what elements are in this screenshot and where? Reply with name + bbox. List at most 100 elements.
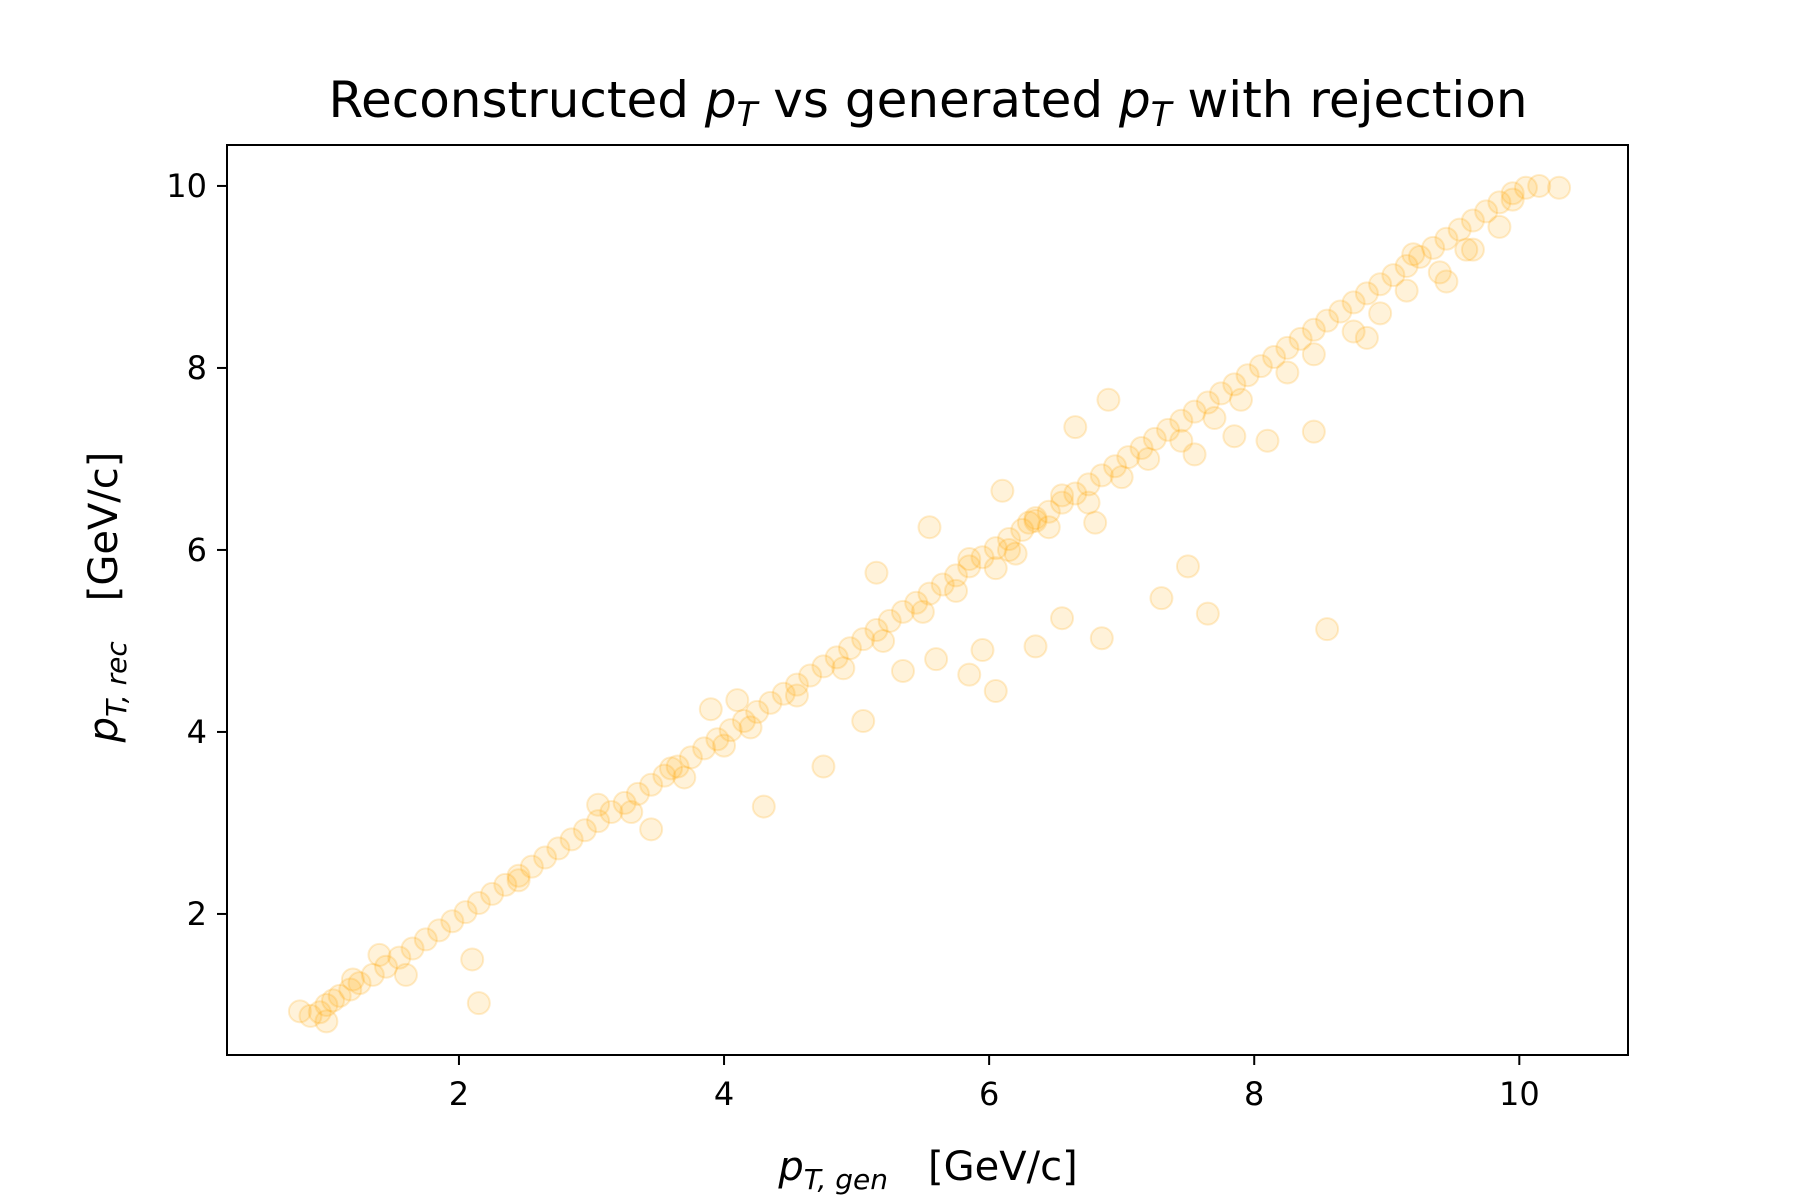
scatter-point [1083, 510, 1108, 535]
scatter-point [533, 845, 558, 870]
scatter-point [678, 745, 703, 770]
scatter-point [1248, 354, 1273, 379]
scatter-point [1096, 387, 1121, 412]
scatter-point [639, 772, 664, 797]
scatter-point [1089, 626, 1114, 651]
scatter-point [1175, 554, 1200, 579]
y-tick-label: 10 [166, 167, 207, 205]
scatter-point [692, 736, 717, 761]
scatter-point [1089, 463, 1114, 488]
scatter-point [298, 1003, 323, 1028]
y-tick-label: 6 [187, 531, 207, 569]
y-tick-label: 4 [187, 713, 207, 751]
scatter-point [851, 627, 876, 652]
scatter-point [1169, 408, 1194, 433]
scatter-point [1109, 465, 1134, 490]
scatter-point [374, 954, 399, 979]
scatter-point [864, 560, 889, 585]
axes-frame [226, 144, 1629, 1056]
scatter-point [877, 608, 902, 633]
scatter-point [1262, 345, 1287, 370]
scatter-point [1023, 634, 1048, 659]
scatter-point [327, 983, 352, 1008]
scatter-point [367, 942, 392, 967]
y-tick-label: 8 [187, 349, 207, 387]
scatter-point [1427, 260, 1452, 285]
scatter-point [731, 709, 756, 734]
scatter-point [460, 947, 485, 972]
scatter-point [1487, 214, 1512, 239]
scatter-point [1129, 436, 1154, 461]
scatter-point [831, 656, 856, 681]
scatter-point [1487, 190, 1512, 215]
scatter-point [1202, 406, 1227, 430]
scatter-point [917, 515, 942, 540]
scatter-point [1182, 442, 1207, 467]
scatter-point [665, 754, 690, 779]
scatter-point [1315, 308, 1340, 333]
y-tick-label: 2 [187, 895, 207, 933]
scatter-point [1341, 290, 1366, 315]
x-tick-label: 2 [449, 1075, 469, 1113]
scatter-point [1315, 617, 1340, 642]
scatter-point [864, 618, 889, 643]
scatter-point [652, 763, 677, 788]
scatter-point [970, 545, 995, 570]
scatter-point [1547, 175, 1572, 200]
scatter-point [784, 683, 809, 708]
scatter-point [586, 792, 611, 817]
scatter-point [943, 563, 968, 588]
scatter-point [427, 918, 452, 943]
scatter-point [1401, 242, 1426, 267]
scatter-point [1016, 510, 1041, 535]
scatter-point [639, 817, 664, 842]
chart-title: Reconstructed pT vs generated pT with re… [328, 71, 1527, 135]
scatter-point [784, 672, 809, 697]
scatter-point [930, 572, 955, 597]
scatter-point [910, 599, 935, 624]
scatter-point [1368, 301, 1393, 326]
scatter-point [1328, 299, 1353, 324]
scatter-point [586, 809, 611, 834]
scatter-point [1341, 319, 1366, 344]
scatter-point [924, 647, 949, 672]
scatter-point [811, 654, 836, 679]
scatter-point [625, 781, 650, 806]
scatter-point [957, 662, 982, 687]
scatter-point [338, 977, 363, 1002]
scatter-point [837, 636, 862, 661]
scatter-point [1460, 237, 1485, 262]
scatter-point [612, 790, 637, 815]
scatter-point [871, 628, 896, 653]
scatter-points [287, 173, 1572, 1034]
scatter-point [1381, 263, 1406, 288]
scatter-point [997, 527, 1022, 552]
scatter-point [1235, 363, 1260, 388]
scatter-point [751, 794, 776, 819]
scatter-point [1050, 490, 1075, 515]
scatter-point [287, 999, 312, 1024]
scatter-point [1301, 317, 1326, 342]
scatter-point [745, 699, 770, 724]
scatter-point [738, 715, 763, 740]
scatter-point [1474, 199, 1499, 224]
scatter-point [493, 872, 518, 897]
scatter-point [1275, 360, 1300, 385]
scatter-point [321, 988, 346, 1013]
scatter-point [983, 679, 1008, 703]
scatter-point [1301, 419, 1326, 444]
scatter-point [1063, 481, 1088, 506]
x-tick-label: 6 [979, 1075, 999, 1113]
scatter-point [712, 733, 737, 758]
scatter-point [1513, 175, 1538, 200]
scatter-point [466, 991, 491, 1016]
scatter-point [1076, 472, 1101, 497]
scatter-point [798, 663, 823, 688]
scatter-point [725, 688, 750, 713]
scatter-point [1255, 428, 1280, 453]
scatter-point [400, 936, 425, 961]
scatter-point [1003, 541, 1028, 566]
scatter-point [440, 909, 465, 934]
